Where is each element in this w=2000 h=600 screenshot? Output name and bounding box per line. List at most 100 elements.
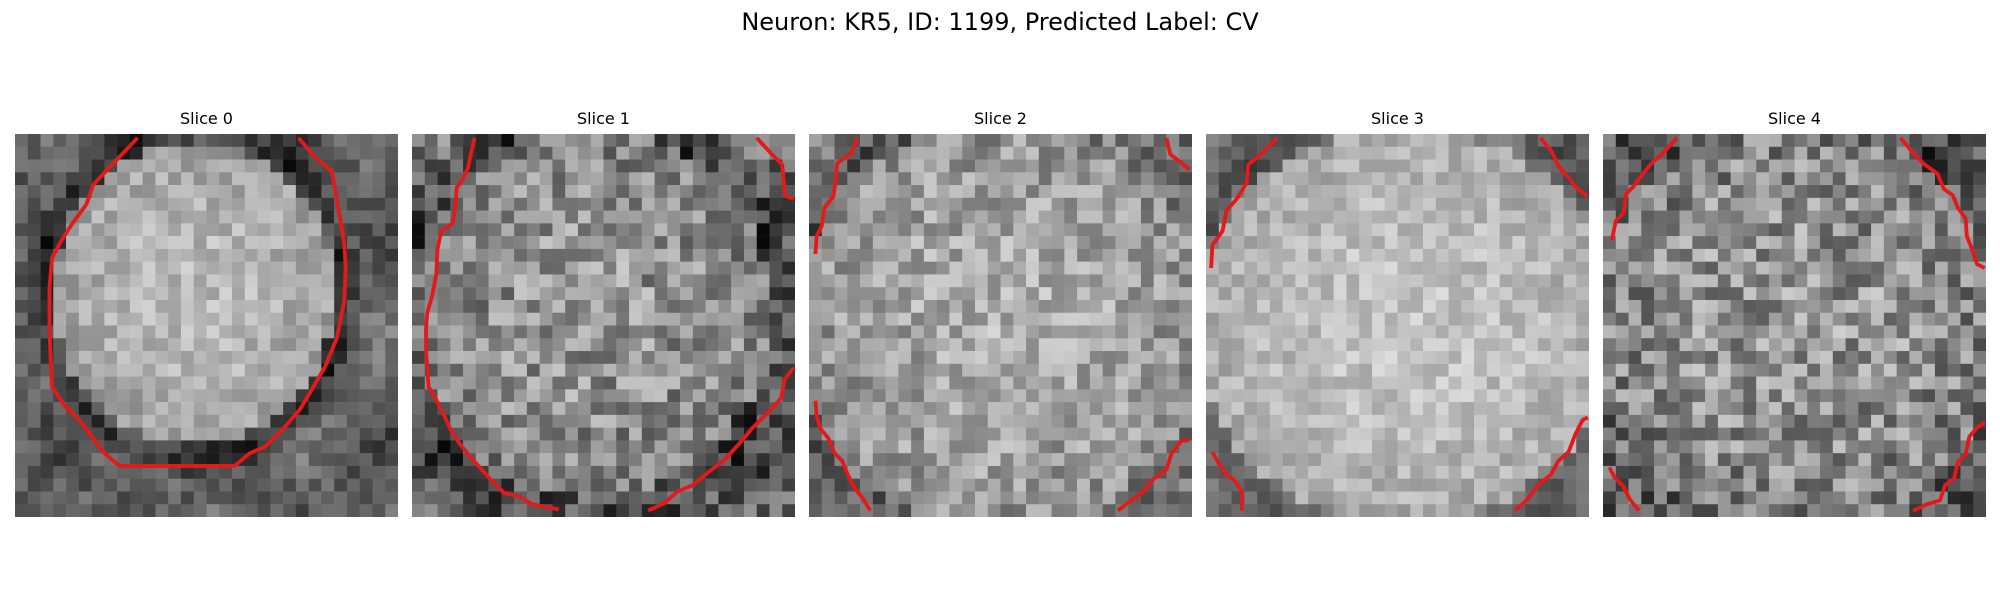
image-pixel bbox=[1717, 465, 1731, 479]
image-pixel bbox=[53, 261, 67, 275]
image-pixel bbox=[718, 223, 732, 237]
image-pixel bbox=[872, 274, 886, 288]
image-pixel bbox=[1384, 414, 1398, 428]
image-pixel bbox=[860, 159, 874, 173]
image-pixel bbox=[872, 185, 886, 199]
image-pixel bbox=[1973, 210, 1986, 224]
image-pixel bbox=[129, 274, 143, 288]
image-pixel bbox=[1628, 453, 1642, 467]
image-pixel bbox=[756, 363, 770, 377]
image-pixel bbox=[949, 402, 963, 416]
image-pixel bbox=[1423, 440, 1437, 454]
image-pixel bbox=[1423, 453, 1437, 467]
image-pixel bbox=[1705, 504, 1719, 517]
image-pixel bbox=[936, 376, 950, 390]
image-pixel bbox=[1474, 197, 1488, 211]
image-pixel bbox=[1820, 261, 1834, 275]
image-pixel bbox=[346, 351, 360, 365]
image-pixel bbox=[1871, 504, 1885, 517]
image-pixel bbox=[590, 325, 604, 339]
image-pixel bbox=[1153, 312, 1167, 326]
image-pixel bbox=[654, 299, 668, 313]
image-pixel bbox=[1333, 274, 1347, 288]
image-pixel bbox=[1641, 402, 1655, 416]
image-pixel bbox=[974, 159, 988, 173]
image-pixel bbox=[1717, 287, 1731, 301]
image-pixel bbox=[1717, 325, 1731, 339]
image-pixel bbox=[1603, 134, 1617, 148]
image-pixel bbox=[1922, 146, 1936, 160]
image-pixel bbox=[412, 287, 426, 301]
image-pixel bbox=[1051, 440, 1065, 454]
image-pixel bbox=[1474, 299, 1488, 313]
image-pixel bbox=[66, 504, 80, 517]
image-pixel bbox=[1461, 363, 1475, 377]
image-pixel bbox=[860, 185, 874, 199]
image-pixel bbox=[78, 312, 92, 326]
image-pixel bbox=[629, 159, 643, 173]
image-pixel bbox=[1730, 504, 1744, 517]
image-pixel bbox=[1563, 478, 1577, 492]
image-pixel bbox=[987, 338, 1001, 352]
image-pixel bbox=[667, 312, 681, 326]
image-pixel bbox=[1423, 223, 1437, 237]
image-pixel bbox=[949, 338, 963, 352]
image-pixel bbox=[168, 478, 182, 492]
image-pixel bbox=[91, 287, 105, 301]
image-pixel bbox=[142, 414, 156, 428]
image-pixel bbox=[565, 287, 579, 301]
image-pixel bbox=[1654, 338, 1668, 352]
image-pixel bbox=[475, 363, 489, 377]
image-pixel bbox=[860, 453, 874, 467]
image-pixel bbox=[577, 287, 591, 301]
image-pixel bbox=[1641, 172, 1655, 186]
image-pixel bbox=[756, 465, 770, 479]
image-pixel bbox=[206, 185, 220, 199]
image-pixel bbox=[1397, 236, 1411, 250]
image-pixel bbox=[1768, 210, 1782, 224]
image-pixel bbox=[1666, 185, 1680, 199]
image-pixel bbox=[1461, 478, 1475, 492]
image-pixel bbox=[1257, 338, 1271, 352]
image-pixel bbox=[1499, 351, 1513, 365]
image-pixel bbox=[526, 414, 540, 428]
image-pixel bbox=[1512, 363, 1526, 377]
image-pixel bbox=[1832, 185, 1846, 199]
image-pixel bbox=[1206, 440, 1220, 454]
image-pixel bbox=[1474, 363, 1488, 377]
image-pixel bbox=[705, 325, 719, 339]
image-pixel bbox=[1410, 389, 1424, 403]
image-pixel bbox=[1576, 312, 1589, 326]
image-pixel bbox=[412, 274, 426, 288]
image-pixel bbox=[898, 402, 912, 416]
image-pixel bbox=[629, 465, 643, 479]
image-pixel bbox=[1934, 287, 1948, 301]
image-pixel bbox=[437, 299, 451, 313]
image-pixel bbox=[104, 465, 118, 479]
image-pixel bbox=[1615, 504, 1629, 517]
image-pixel bbox=[911, 248, 925, 262]
image-pixel bbox=[743, 376, 757, 390]
image-pixel bbox=[1308, 236, 1322, 250]
image-pixel bbox=[1563, 248, 1577, 262]
image-pixel bbox=[66, 389, 80, 403]
image-pixel bbox=[1896, 172, 1910, 186]
image-pixel bbox=[911, 491, 925, 505]
image-pixel bbox=[539, 478, 553, 492]
image-pixel bbox=[1654, 402, 1668, 416]
image-pixel bbox=[692, 402, 706, 416]
image-pixel bbox=[860, 172, 874, 186]
image-pixel bbox=[78, 299, 92, 313]
image-pixel bbox=[1179, 325, 1192, 339]
image-pixel bbox=[1231, 440, 1245, 454]
image-pixel bbox=[1000, 338, 1014, 352]
image-pixel bbox=[1102, 389, 1116, 403]
image-pixel bbox=[860, 210, 874, 224]
image-pixel bbox=[1410, 274, 1424, 288]
image-pixel bbox=[731, 159, 745, 173]
image-pixel bbox=[603, 248, 617, 262]
image-pixel bbox=[1679, 223, 1693, 237]
image-pixel bbox=[1883, 338, 1897, 352]
image-pixel bbox=[1128, 389, 1142, 403]
image-pixel bbox=[565, 261, 579, 275]
